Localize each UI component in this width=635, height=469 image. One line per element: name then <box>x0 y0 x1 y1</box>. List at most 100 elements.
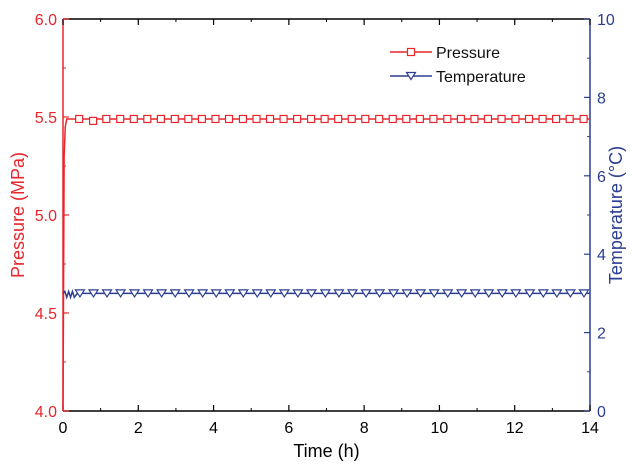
temperature-point <box>373 289 386 299</box>
right-y-tick-label: 4 <box>597 247 606 264</box>
temperature-point <box>524 289 536 299</box>
pressure-point <box>483 114 493 124</box>
left-y-tick-label: 6.0 <box>35 12 57 29</box>
temperature-point <box>551 289 563 299</box>
right-y-tick-label: 8 <box>597 90 606 107</box>
pressure-point <box>129 114 138 124</box>
temperature-point <box>415 289 427 299</box>
temperature-point <box>510 289 522 299</box>
left-y-tick-label: 4.5 <box>35 306 57 323</box>
temperature-point <box>292 289 304 299</box>
axes-layer: 0 2 4 6 8 10 12 14 4.0 4.5 5.0 5.5 6.0 0 2 4 6 8 10 Time (h… <box>8 12 626 461</box>
temperature-point <box>483 289 495 299</box>
legend-label-temperature: Temperature <box>436 69 526 86</box>
x-tick-label: 8 <box>360 420 369 437</box>
temperature-point <box>156 289 168 299</box>
pressure-point <box>320 114 329 124</box>
temperature-point <box>183 289 195 299</box>
temperature-point <box>387 289 400 299</box>
pressure-point <box>238 114 248 124</box>
x-tick-label: 2 <box>134 420 143 437</box>
pressure-point <box>415 114 424 124</box>
pressure-point <box>211 114 220 124</box>
x-tick-label: 14 <box>581 420 599 437</box>
right-y-axis-title: Temperature (°C) <box>606 146 626 284</box>
temperature-point <box>169 289 181 299</box>
right-y-tick-label: 6 <box>597 169 606 186</box>
temperature-point <box>224 289 236 299</box>
temperature-point <box>197 289 209 299</box>
pressure-point <box>184 114 193 124</box>
temperature-point <box>210 289 222 299</box>
pressure-point <box>388 114 397 124</box>
x-tick-label: 4 <box>209 420 218 437</box>
right-y-tick-label: 10 <box>597 12 615 29</box>
pressure-point <box>402 114 411 124</box>
temperature-point <box>496 289 508 299</box>
temperature-point <box>469 289 481 299</box>
pressure-point <box>470 114 479 124</box>
legend-marker-temperature <box>405 71 417 81</box>
temperature-point <box>319 289 331 299</box>
pressure-point <box>579 114 588 124</box>
temperature-point <box>333 289 345 299</box>
right-y-tick-label: 0 <box>597 404 606 421</box>
pressure-point <box>347 114 356 124</box>
pressure-point <box>429 114 438 124</box>
temperature-point <box>401 289 413 299</box>
pressure-point <box>375 114 384 124</box>
temperature-point <box>537 289 549 299</box>
pressure-point <box>565 114 574 124</box>
pressure-point <box>116 114 125 124</box>
temperature-point <box>74 289 86 299</box>
temperature-point <box>101 289 113 299</box>
legend-label-pressure: Pressure <box>436 45 500 62</box>
pressure-point <box>279 114 288 124</box>
temperature-point <box>128 289 141 299</box>
pressure-point <box>443 114 452 124</box>
pressure-point <box>252 114 261 124</box>
temperature-point <box>114 289 127 299</box>
pressure-point <box>170 114 179 124</box>
x-axis-title: Time (h) <box>293 441 359 461</box>
legend-marker-pressure <box>406 47 416 57</box>
left-y-axis-title: Pressure (MPa) <box>8 152 28 278</box>
temperature-point <box>578 289 590 299</box>
temperature-point <box>87 289 100 299</box>
temperature-point <box>251 289 263 299</box>
pressure-point <box>511 114 520 124</box>
pressure-point <box>102 114 111 124</box>
temperature-point <box>428 289 440 299</box>
pressure-point <box>361 114 370 124</box>
temperature-point <box>142 289 154 299</box>
temperature-series-line <box>62 288 590 300</box>
left-y-tick-label: 4.0 <box>35 404 57 421</box>
pressure-point <box>89 116 98 126</box>
pressure-point <box>552 114 561 124</box>
pressure-point <box>456 114 465 124</box>
temperature-point <box>278 289 290 299</box>
pressure-point <box>497 114 506 124</box>
pressure-point <box>293 114 302 124</box>
x-tick-label: 0 <box>59 420 68 437</box>
temperature-point <box>346 289 359 299</box>
temperature-point <box>237 289 249 299</box>
pressure-point <box>75 114 84 124</box>
pressure-point <box>156 114 165 124</box>
temperature-point <box>360 289 372 299</box>
right-y-tick-label: 2 <box>597 326 606 343</box>
left-y-tick-label: 5.5 <box>35 110 57 127</box>
pressure-point <box>524 114 534 124</box>
pressure-point <box>538 114 547 124</box>
left-y-tick-label: 5.0 <box>35 208 57 225</box>
x-tick-label: 10 <box>431 420 449 437</box>
pressure-point <box>306 114 316 124</box>
pressure-point <box>143 114 152 124</box>
series-layer <box>62 114 590 412</box>
temperature-point <box>456 289 468 299</box>
x-tick-label: 6 <box>284 420 293 437</box>
temperature-point <box>265 289 277 299</box>
legend: Pressure Temperature <box>390 45 526 86</box>
pressure-point <box>334 114 343 124</box>
